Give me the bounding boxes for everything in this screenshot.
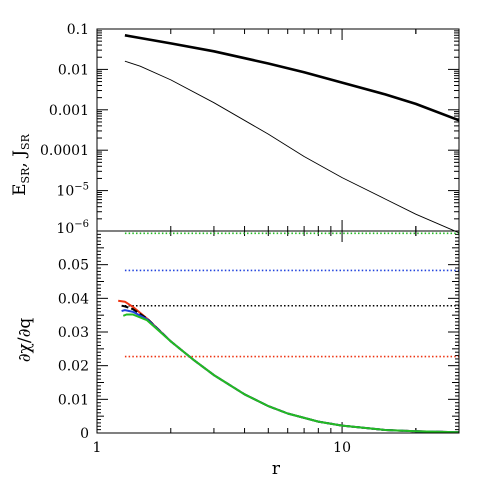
bottom-reference-lines — [124, 232, 459, 358]
bottom-y-axis-title: ∂χ/∂q — [15, 318, 35, 363]
top-y-tick-label: 10−6 — [56, 219, 89, 237]
bottom-y-tick-label: 0.01 — [58, 392, 89, 408]
bottom-y-tick-label: 0.03 — [58, 325, 89, 341]
top-series-line-1 — [124, 34, 460, 122]
x-tick-label: 10 — [333, 440, 351, 456]
x-tick-label: 1 — [93, 440, 102, 456]
top-panel: 0.1 0.01 0.001 0.0001 10−5 10−6 ESR, JSR — [10, 22, 460, 237]
top-y-tick-label: 0.0001 — [40, 143, 89, 159]
bottom-y-tick-label: 0.04 — [58, 291, 89, 307]
top-series-line-2 — [124, 60, 460, 234]
bottom-y-tick-label: 0.02 — [58, 359, 89, 375]
top-y-tick-label: 0.001 — [49, 103, 89, 119]
bottom-panel: 0 0.01 0.02 0.03 0.04 0.05 1 10 ∂χ/∂q r — [15, 230, 460, 479]
axes-frames — [96, 28, 460, 434]
top-y-tick-label: 0.01 — [58, 62, 89, 78]
bottom-series-line-1 — [118, 299, 460, 434]
bottom-y-tick-labels: 0 0.01 0.02 0.03 0.04 0.05 — [58, 258, 89, 442]
top-ticks — [96, 28, 460, 232]
top-y-tick-labels: 0.1 0.01 0.001 0.0001 10−5 10−6 — [40, 22, 89, 237]
top-y-axis-title: ESR, JSR — [10, 133, 32, 195]
bottom-series — [118, 299, 460, 434]
bottom-y-tick-label: 0 — [80, 426, 89, 442]
top-y-tick-label: 0.1 — [67, 22, 89, 38]
bottom-ticks — [96, 230, 460, 434]
x-axis-title: r — [272, 459, 281, 479]
bottom-axes-frame — [96, 230, 460, 434]
top-y-tick-label: 10−5 — [56, 182, 89, 200]
top-axes-frame — [96, 28, 460, 232]
bottom-series-line-4 — [122, 313, 460, 434]
bottom-y-tick-label: 0.05 — [58, 258, 89, 274]
x-tick-labels: 1 10 — [93, 440, 351, 456]
top-series — [124, 34, 460, 234]
